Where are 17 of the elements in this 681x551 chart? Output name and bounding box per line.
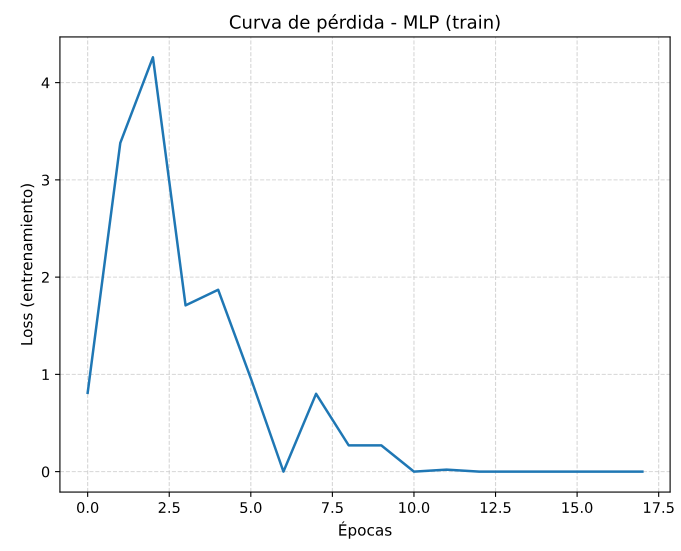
chart-title: Curva de pérdida - MLP (train) (230, 14, 500, 32)
x-tick-label: 10.0 (399, 502, 430, 514)
y-tick-label: 4 (42, 78, 50, 88)
x-tick-label: 12.5 (480, 502, 510, 514)
x-tick-label: 2.5 (158, 502, 180, 514)
y-tick-label: 3 (42, 174, 50, 186)
x-axis-title: Épocas (339, 521, 392, 539)
y-axis-title: Loss (entrenamiento) (20, 184, 34, 345)
y-tick-label: 2 (42, 272, 49, 283)
line-series (86, 56, 644, 473)
x-tick-label: 0.0 (77, 502, 98, 514)
y-tick-label: 1 (42, 369, 49, 380)
x-tick-label: 7.5 (322, 502, 343, 514)
x-tick-label: 5.0 (240, 502, 262, 514)
x-tick-label: 15.0 (562, 502, 592, 514)
x-tick-label: 17.5 (644, 502, 674, 514)
y-tick-label: 0 (42, 466, 50, 478)
